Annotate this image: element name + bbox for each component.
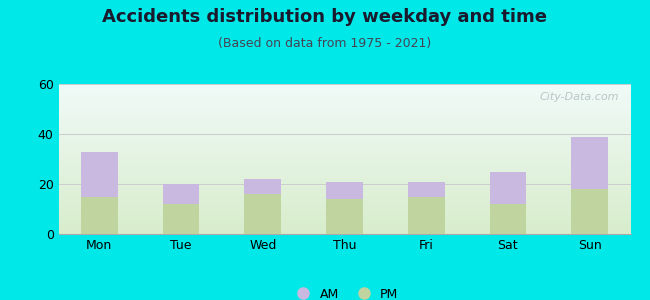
Bar bbox=[81, 196, 118, 234]
Text: (Based on data from 1975 - 2021): (Based on data from 1975 - 2021) bbox=[218, 38, 432, 50]
Bar bbox=[326, 182, 363, 199]
Bar bbox=[244, 194, 281, 234]
Bar bbox=[162, 204, 200, 234]
Bar bbox=[244, 179, 281, 194]
Bar bbox=[489, 172, 526, 204]
Bar bbox=[162, 184, 200, 204]
Bar bbox=[571, 189, 608, 234]
Bar bbox=[408, 182, 445, 196]
Bar bbox=[81, 152, 118, 196]
Text: City-Data.com: City-Data.com bbox=[540, 92, 619, 101]
Text: Accidents distribution by weekday and time: Accidents distribution by weekday and ti… bbox=[103, 8, 547, 26]
Bar bbox=[489, 204, 526, 234]
Bar bbox=[326, 199, 363, 234]
Legend: AM, PM: AM, PM bbox=[286, 283, 403, 300]
Bar bbox=[571, 136, 608, 189]
Bar bbox=[408, 196, 445, 234]
